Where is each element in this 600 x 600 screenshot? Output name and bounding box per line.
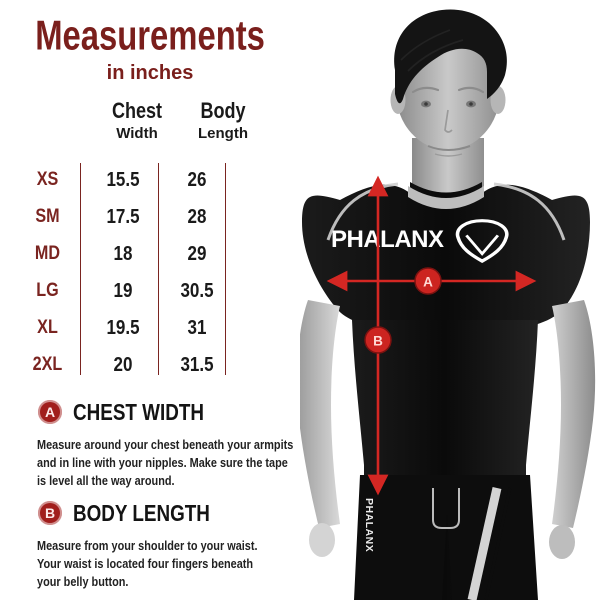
svg-text:B: B [373, 334, 383, 349]
svg-text:A: A [423, 275, 433, 290]
